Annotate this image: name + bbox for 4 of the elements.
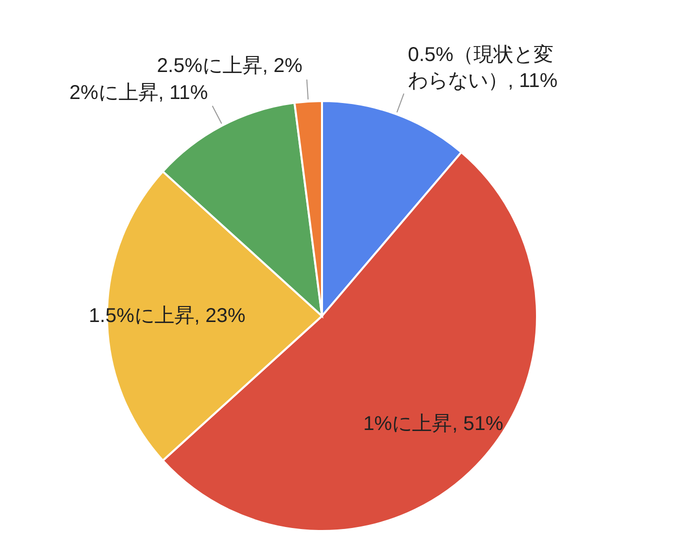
- slice-label: 0.5%（現状と変わらない）, 11%: [408, 42, 558, 94]
- slice-label: 2%に上昇, 11%: [69, 80, 208, 106]
- slice-label: 1%に上昇, 51%: [363, 412, 504, 437]
- slice-label: 2.5%に上昇, 2%: [156, 54, 302, 80]
